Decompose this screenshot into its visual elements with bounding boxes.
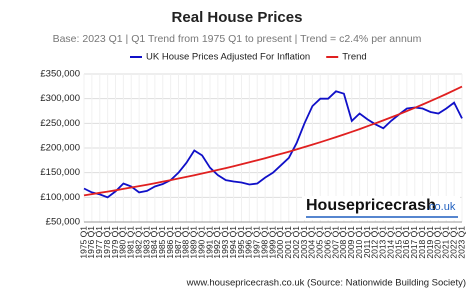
x-tick-label: 1991 Q1 xyxy=(204,226,214,259)
y-tick-label: £350,000 xyxy=(40,69,80,80)
x-tick-label: 1986 Q1 xyxy=(165,226,175,259)
x-tick-label: 2020 Q1 xyxy=(433,226,443,259)
x-tick-label: 2004 Q1 xyxy=(307,226,317,259)
logo: Housepricecrash .co.uk xyxy=(302,196,460,220)
x-tick-label: 2010 Q1 xyxy=(354,226,364,259)
x-tick-label: 2022 Q1 xyxy=(448,226,458,259)
y-tick-label: £250,000 xyxy=(40,118,80,129)
source-note: www.housepricecrash.co.uk (Source: Natio… xyxy=(186,278,466,289)
x-tick-label: 1985 Q1 xyxy=(157,226,167,259)
x-tick-label: 2023 Q1 xyxy=(456,226,466,259)
logo-name: Housepricecrash xyxy=(306,197,436,214)
y-tick-label: £150,000 xyxy=(40,167,80,178)
x-tick-label: 1975 Q1 xyxy=(78,226,88,259)
x-tick-label: 2018 Q1 xyxy=(417,226,427,259)
logo-box xyxy=(302,196,460,220)
x-tick-label: 1984 Q1 xyxy=(149,226,159,259)
x-tick-label: 2006 Q1 xyxy=(322,226,332,259)
x-tick-label: 1992 Q1 xyxy=(212,226,222,259)
x-tick-label: 2021 Q1 xyxy=(441,226,451,259)
x-tick-label: 2014 Q1 xyxy=(385,226,395,259)
x-tick-label: 1976 Q1 xyxy=(86,226,96,259)
x-tick-label: 2017 Q1 xyxy=(409,226,419,259)
x-tick-label: 1978 Q1 xyxy=(102,226,112,259)
x-tick-label: 1987 Q1 xyxy=(173,226,183,259)
x-tick-label: 1998 Q1 xyxy=(259,226,269,259)
x-tick-label: 1988 Q1 xyxy=(181,226,191,259)
x-tick-label: 1982 Q1 xyxy=(133,226,143,259)
x-tick-label: 2009 Q1 xyxy=(346,226,356,259)
x-tick-label: 2011 Q1 xyxy=(362,226,372,258)
x-tick-label: 2012 Q1 xyxy=(370,226,380,259)
x-tick-label: 1979 Q1 xyxy=(110,226,120,259)
x-tick-label: 1994 Q1 xyxy=(228,226,238,259)
x-tick-label: 2000 Q1 xyxy=(275,226,285,259)
legend-label: Trend xyxy=(342,52,366,63)
chart-subtitle: Base: 2023 Q1 | Q1 Trend from 1975 Q1 to… xyxy=(53,33,422,45)
x-tick-label: 1989 Q1 xyxy=(189,226,199,259)
legend: UK House Prices Adjusted For Inflation Tr… xyxy=(130,52,367,63)
logo-domain: .co.uk xyxy=(426,201,456,213)
y-tick-label: £300,000 xyxy=(40,93,80,104)
x-tick-label: 2001 Q1 xyxy=(283,226,293,259)
x-tick-label: 2007 Q1 xyxy=(330,226,340,259)
x-tick-label: 2015 Q1 xyxy=(393,226,403,259)
x-tick-label: 1993 Q1 xyxy=(220,226,230,259)
x-tick-label: 1997 Q1 xyxy=(252,226,262,259)
x-tick-label: 1983 Q1 xyxy=(141,226,151,259)
legend-label: UK House Prices Adjusted For Inflation xyxy=(146,52,310,63)
x-tick-label: 2019 Q1 xyxy=(425,226,435,259)
x-tick-label: 2016 Q1 xyxy=(401,226,411,259)
x-tick-label: 1999 Q1 xyxy=(267,226,277,259)
x-tick-label: 1996 Q1 xyxy=(244,226,254,259)
series-line xyxy=(83,85,463,197)
y-tick-label: £50,000 xyxy=(46,217,80,228)
x-tick-label: 1980 Q1 xyxy=(118,226,128,259)
x-tick-label: 2005 Q1 xyxy=(315,226,325,259)
x-tick-label: 2013 Q1 xyxy=(378,226,388,259)
x-tick-label: 1990 Q1 xyxy=(196,226,206,259)
chart-title: Real House Prices xyxy=(172,9,303,26)
x-tick-label: 2003 Q1 xyxy=(299,226,309,259)
y-tick-label: £200,000 xyxy=(40,143,80,154)
x-tick-label: 2008 Q1 xyxy=(338,226,348,259)
x-tick-label: 2002 Q1 xyxy=(291,226,301,259)
y-tick-label: £100,000 xyxy=(40,192,80,203)
x-tick-label: 1981 Q1 xyxy=(126,226,136,259)
x-tick-label: 1995 Q1 xyxy=(236,226,246,259)
x-tick-label: 1977 Q1 xyxy=(94,226,104,259)
